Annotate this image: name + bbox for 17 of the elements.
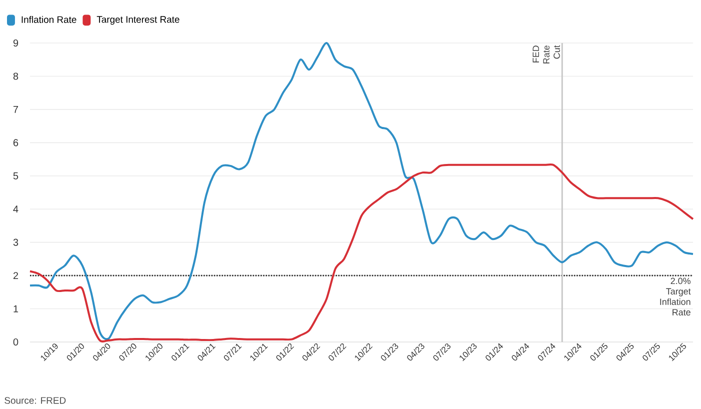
y-tick-label: 5 <box>13 172 18 180</box>
y-tick-label: 4 <box>13 206 18 213</box>
ref-line-label: 2.0% Target Inflation Rate <box>660 278 691 316</box>
y-tick-label: 6 <box>13 139 18 146</box>
y-tick-label: 2 <box>13 272 18 280</box>
source-note: Source: FRED <box>4 397 66 404</box>
legend-label: Inflation Rate <box>22 16 76 23</box>
line-series <box>29 42 694 340</box>
y-tick-label: 1 <box>14 305 18 312</box>
y-tick-label: 8 <box>13 72 18 80</box>
y-tick-label: 7 <box>13 106 18 113</box>
legend-label: Target Interest Rate <box>96 16 180 25</box>
y-tick-label: 3 <box>13 238 18 246</box>
y-tick-label: 9 <box>13 39 18 47</box>
line-series <box>29 164 694 342</box>
ref-line-label: FED Rate Cut <box>532 45 560 64</box>
y-tick-label: 0 <box>13 338 18 346</box>
